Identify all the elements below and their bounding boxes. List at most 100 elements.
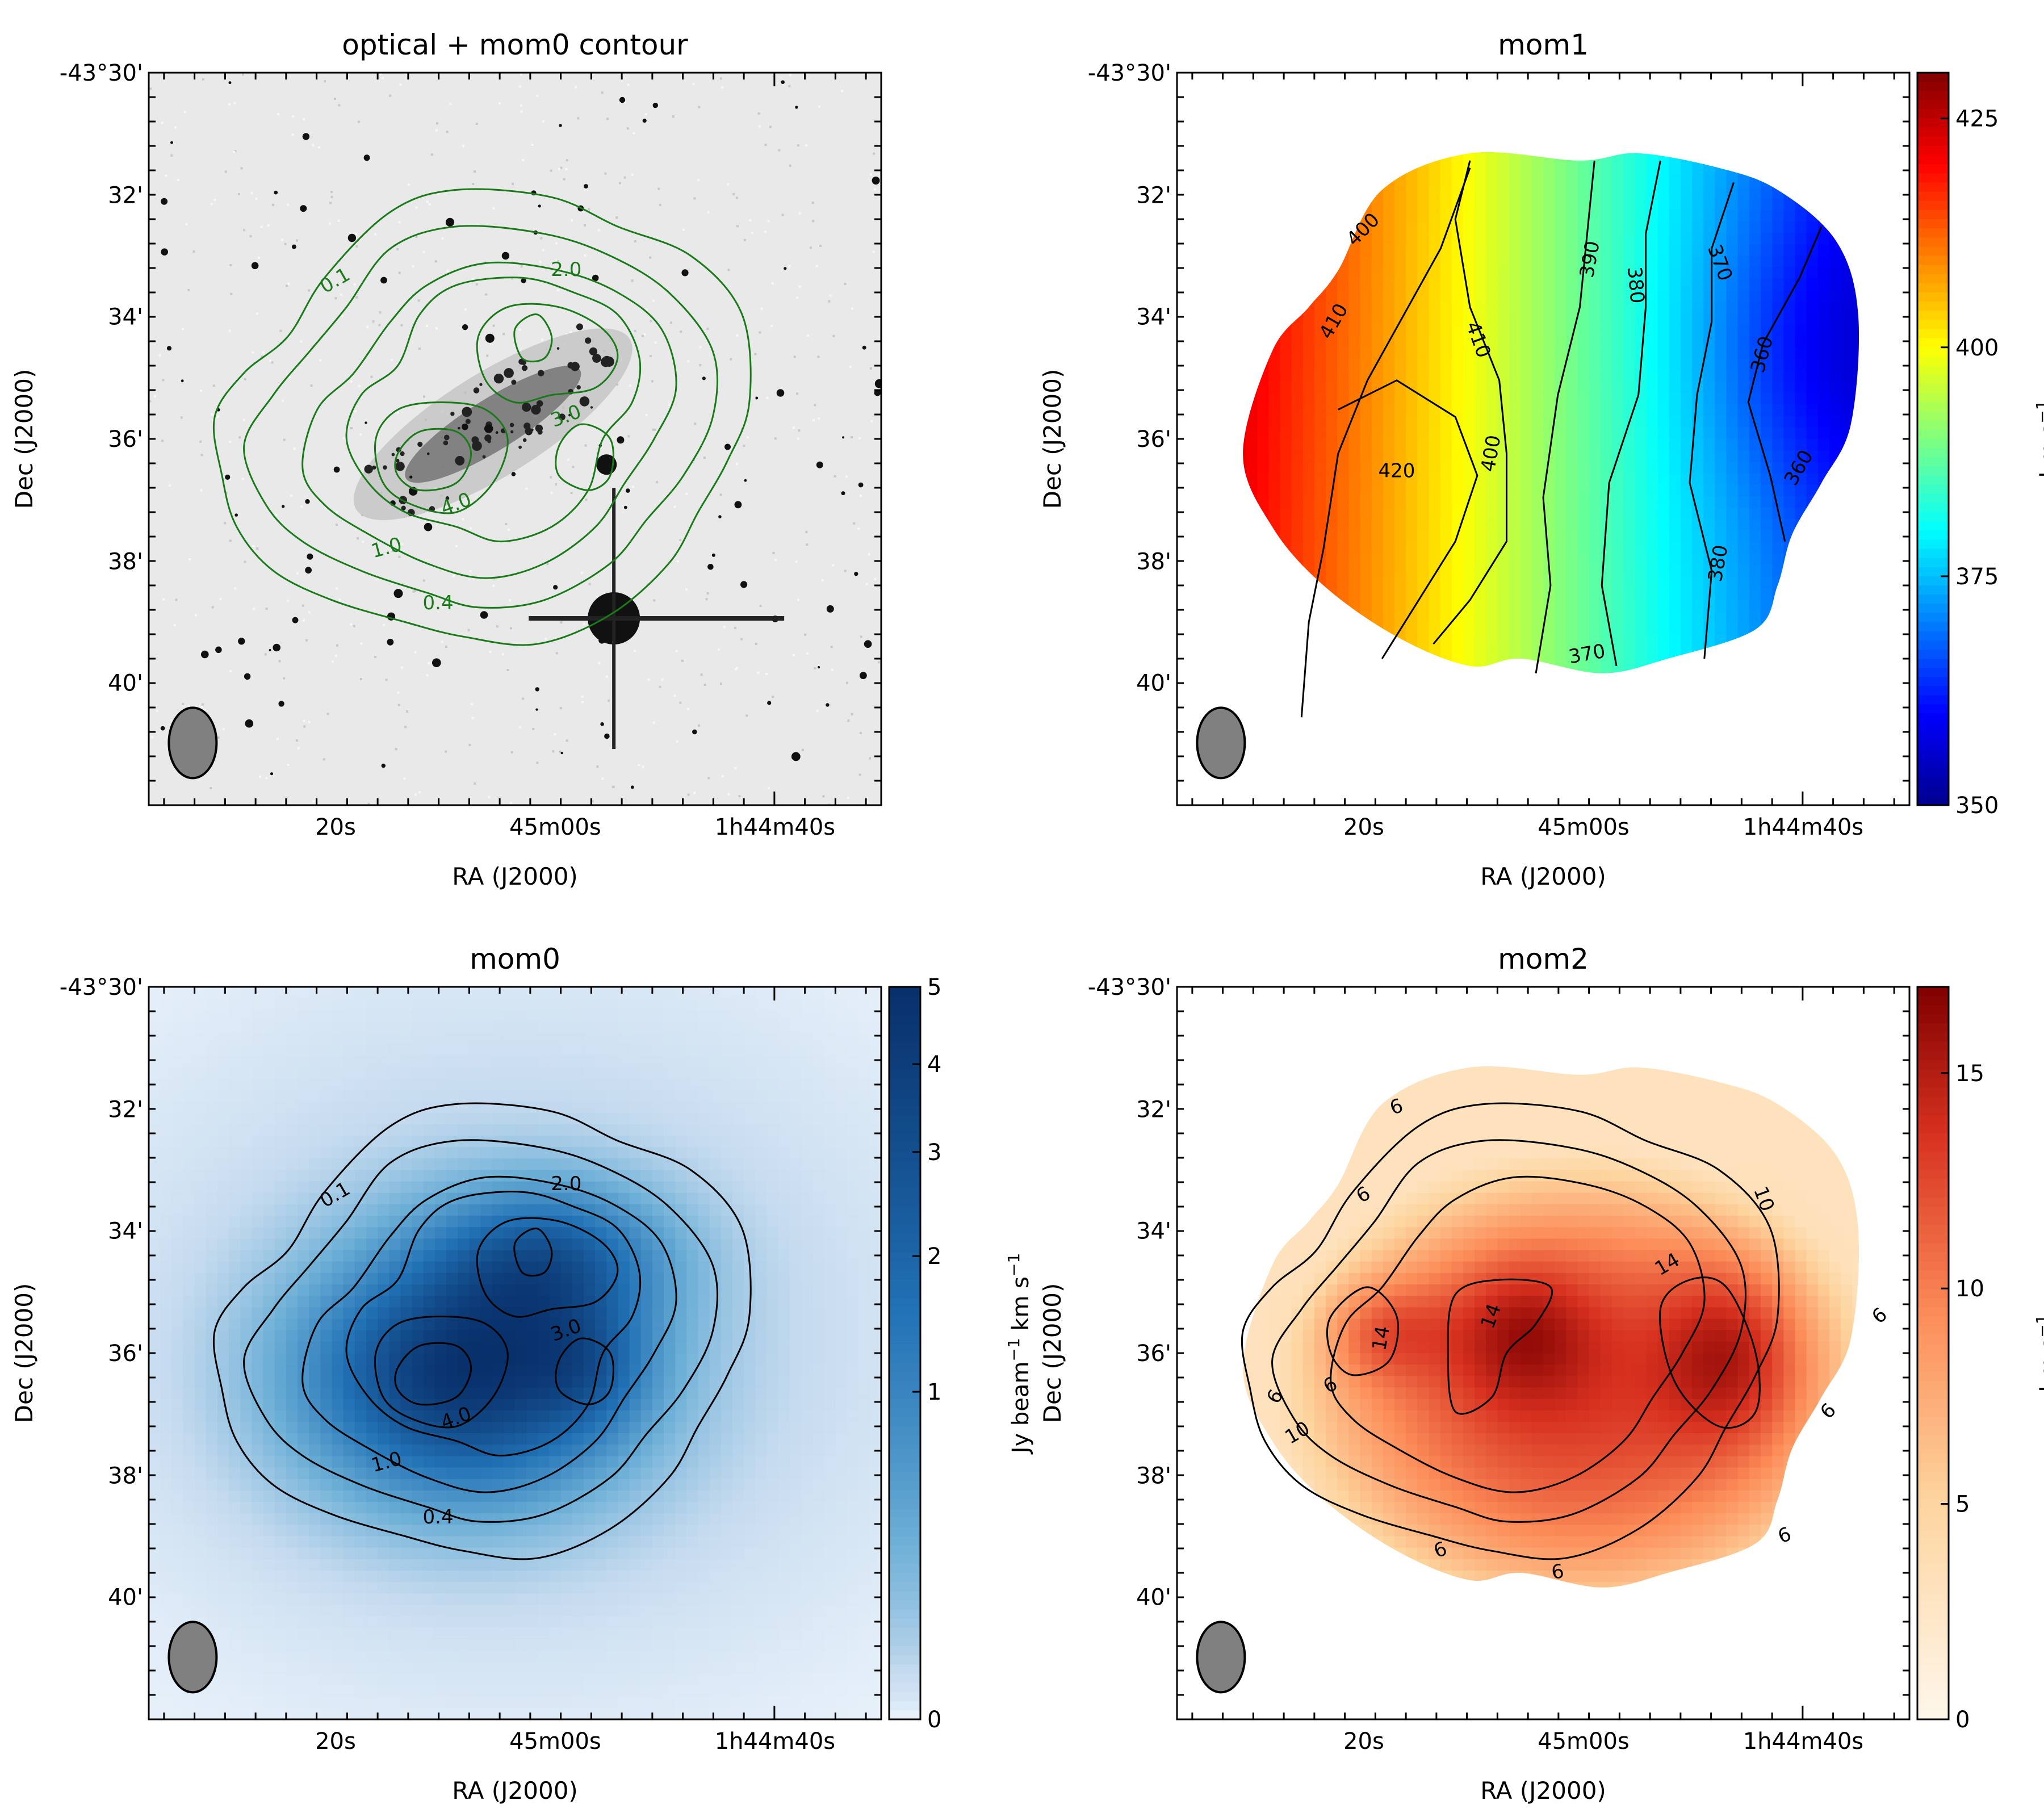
noise-speck	[687, 793, 690, 796]
field-star	[755, 396, 759, 400]
noise-speck	[312, 144, 315, 146]
panel-title: mom1	[1498, 28, 1589, 61]
colorbar-step	[889, 1197, 920, 1208]
noise-speck	[508, 529, 510, 531]
y-tick-label: 40'	[108, 1585, 143, 1611]
noise-speck	[721, 86, 724, 89]
noise-speck	[706, 592, 709, 594]
field-star	[300, 205, 307, 212]
noise-speck	[488, 796, 491, 798]
colorbar-step	[1917, 1609, 1949, 1619]
noise-speck	[445, 646, 448, 648]
noise-speck	[511, 538, 514, 541]
noise-speck	[559, 707, 562, 710]
x-tick-label: 20s	[315, 1728, 356, 1755]
colorbar-step	[1917, 302, 1949, 312]
noise-speck	[583, 622, 585, 625]
colorbar-step	[1917, 1014, 1949, 1024]
colorbar-step	[1917, 1490, 1949, 1501]
x-tick-label: 1h44m40s	[715, 814, 835, 840]
noise-speck	[821, 579, 824, 581]
field-star	[604, 733, 610, 739]
colorbar-mom1: 350 375 400 425 km s−1	[1916, 72, 2044, 819]
field-star	[462, 324, 468, 330]
noise-speck	[256, 312, 258, 315]
noise-speck	[532, 728, 535, 730]
star-knot	[445, 496, 450, 500]
noise-speck	[673, 694, 676, 697]
noise-speck	[153, 395, 156, 398]
noise-speck	[244, 560, 246, 563]
colorbar-step	[889, 1573, 920, 1583]
noise-speck	[832, 564, 835, 567]
noise-speck	[591, 800, 594, 803]
colorbar-step	[1917, 604, 1949, 614]
field-star	[484, 424, 493, 433]
noise-speck	[847, 719, 850, 722]
y-tick-label: 32'	[1136, 182, 1171, 208]
colorbar-step	[1917, 1408, 1949, 1418]
contour-label: 14	[1368, 1324, 1394, 1353]
colorbar-step	[1917, 613, 1949, 623]
colorbar-step	[1917, 1682, 1949, 1693]
noise-speck	[815, 265, 818, 267]
colorbar-step	[1917, 1142, 1949, 1153]
contour-c30c	[555, 1337, 614, 1405]
field-star	[560, 751, 563, 755]
noise-speck	[237, 193, 240, 196]
field-star	[363, 154, 370, 161]
noise-speck	[857, 527, 860, 530]
noise-speck	[202, 703, 204, 706]
noise-speck	[367, 803, 370, 805]
noise-speck	[604, 172, 607, 175]
colorbar-step	[889, 1445, 920, 1455]
noise-speck	[396, 411, 399, 414]
noise-speck	[492, 207, 495, 210]
x-tick-label: 20s	[315, 814, 356, 840]
noise-speck	[656, 481, 659, 484]
colorbar-tick-label: 2	[927, 1244, 941, 1270]
noise-speck	[436, 122, 438, 125]
noise-speck	[806, 652, 809, 655]
noise-speck	[413, 589, 416, 592]
noise-speck	[755, 643, 757, 646]
star-knot	[531, 428, 534, 432]
ticks-mom0	[149, 986, 881, 1719]
noise-speck	[464, 308, 467, 311]
star-knot	[518, 358, 525, 365]
noise-speck	[510, 802, 513, 805]
noise-speck	[252, 608, 255, 610]
noise-speck	[536, 94, 539, 97]
noise-speck	[217, 736, 220, 739]
noise-speck	[627, 83, 630, 86]
noise-speck	[846, 681, 848, 684]
noise-speck	[293, 447, 296, 450]
noise-speck	[734, 767, 737, 769]
field-star	[160, 726, 165, 731]
noise-speck	[241, 478, 244, 480]
noise-speck	[334, 98, 337, 100]
colorbar-step	[1917, 631, 1949, 641]
noise-speck	[550, 476, 552, 479]
field-star	[161, 248, 169, 256]
noise-speck	[430, 153, 433, 156]
noise-speck	[673, 505, 676, 508]
colorbar-step	[1917, 1371, 1949, 1381]
field-star	[617, 436, 625, 444]
noise-speck	[650, 320, 652, 323]
star-knot	[458, 426, 460, 430]
noise-speck	[492, 324, 495, 327]
noise-speck	[318, 146, 321, 149]
noise-speck	[396, 248, 399, 250]
noise-speck	[730, 358, 732, 361]
noise-speck	[566, 739, 568, 742]
colorbar-step	[889, 1600, 920, 1610]
noise-speck	[652, 721, 655, 724]
noise-speck	[520, 73, 522, 76]
colorbar-step	[1917, 1646, 1949, 1656]
noise-speck	[149, 87, 152, 90]
noise-speck	[379, 73, 382, 76]
noise-speck	[540, 237, 543, 240]
field-star	[380, 277, 387, 284]
colorbar-step	[889, 1207, 920, 1217]
